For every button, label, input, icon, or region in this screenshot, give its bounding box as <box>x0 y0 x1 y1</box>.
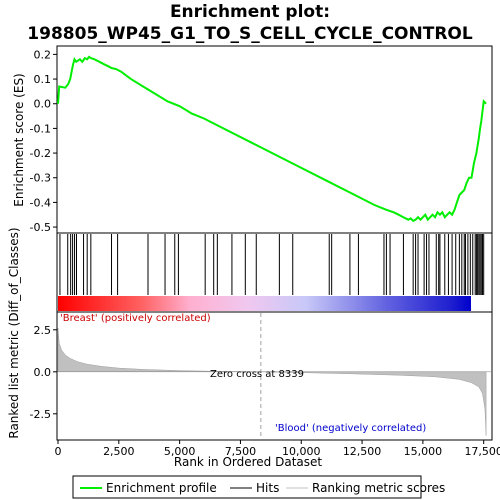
metric-ytick-label: 2.5 <box>34 324 52 337</box>
legend-box <box>72 475 422 499</box>
es-ytick-label: -0.2 <box>30 147 51 160</box>
es-ytick-label: 0.2 <box>34 48 52 61</box>
metric-ylabel: Ranked list metric (Diff_of_Classes) <box>7 227 21 438</box>
rank-colorbar <box>58 296 471 311</box>
es-ylabel: Enrichment score (ES) <box>12 73 26 206</box>
xtick-label: 10,000 <box>282 445 321 458</box>
es-ytick-label: -0.5 <box>30 221 51 234</box>
chart-title-line2: 198805_WP45_G1_TO_S_CELL_CYCLE_CONTROL <box>27 24 473 44</box>
es-ytick-label: 0.0 <box>34 98 52 111</box>
legend-profile-label: Enrichment profile <box>106 481 217 495</box>
neg-class-label: 'Blood' (negatively correlated) <box>275 423 426 434</box>
xaxis-label: Rank in Ordered Dataset <box>174 455 322 469</box>
es-ytick-label: -0.3 <box>30 172 51 185</box>
metric-ytick-label: 0.0 <box>34 366 52 379</box>
chart-title-line1: Enrichment plot: <box>170 2 330 22</box>
xtick-label: 12,500 <box>343 445 382 458</box>
xtick-label: 7,500 <box>225 445 257 458</box>
xtick-label: 0 <box>55 445 62 458</box>
xtick-label: 15,000 <box>404 445 443 458</box>
zero-cross-label: Zero cross at 8339 <box>210 369 304 380</box>
es-ytick-label: -0.4 <box>30 196 51 209</box>
enrichment-profile-line <box>57 55 487 223</box>
legend-hits-label: Hits <box>256 481 279 495</box>
pos-class-label: 'Breast' (positively correlated) <box>60 313 211 324</box>
xtick-label: 5,000 <box>164 445 196 458</box>
es-ytick-label: -0.1 <box>30 122 51 135</box>
legend-metric-label: Ranking metric scores <box>312 481 445 495</box>
metric-ytick-label: -2.5 <box>30 408 51 421</box>
xtick-label: 2,500 <box>103 445 135 458</box>
es-panel-frame <box>56 45 493 234</box>
es-ytick-label: 0.1 <box>34 73 52 86</box>
xtick-label: 17,500 <box>464 445 500 458</box>
